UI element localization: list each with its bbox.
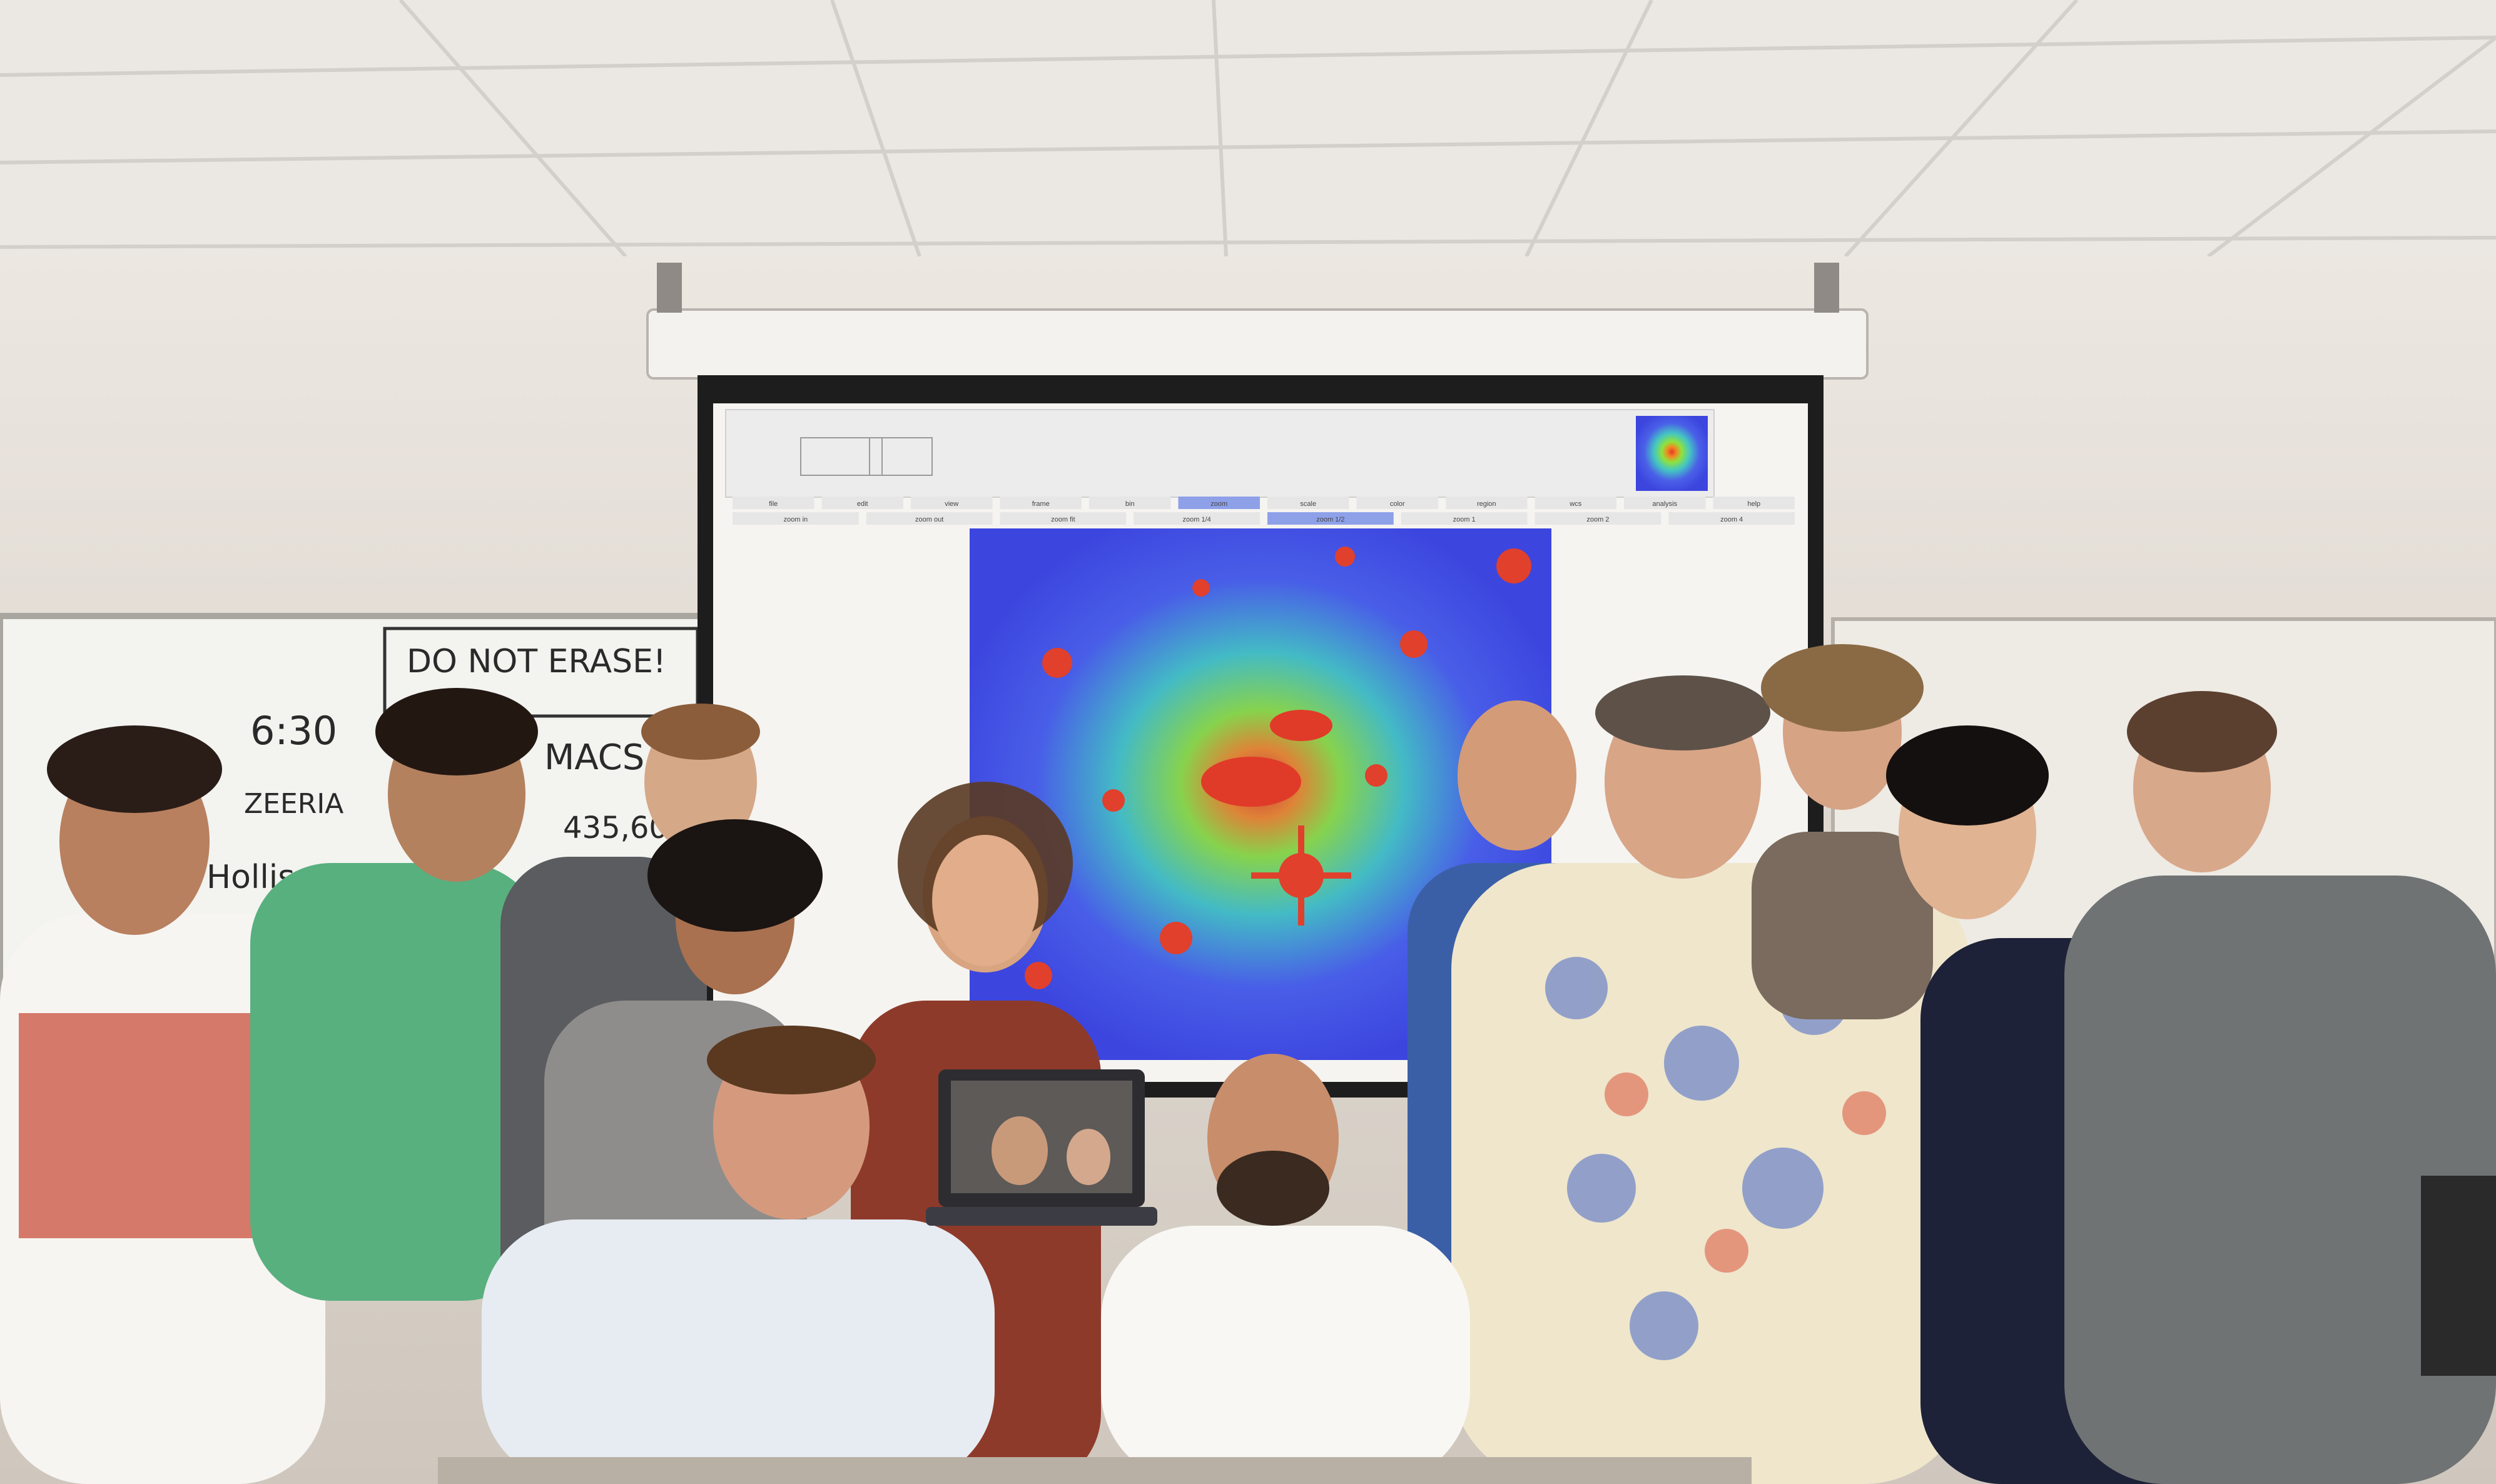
menu-item-1: edit xyxy=(857,500,868,508)
ceiling xyxy=(0,0,2496,258)
thumbnail-panner xyxy=(1636,416,1708,491)
zoom-button-bg-0 xyxy=(733,512,859,525)
zoom-button-bar: zoom in zoom out zoom fit zoom 1/4 zoom 1/2 z… xyxy=(733,512,1795,525)
menu-item-4: bin xyxy=(1125,500,1135,508)
zoom-button-0: zoom in xyxy=(784,516,808,523)
menu-item-2: view xyxy=(945,500,958,508)
menu-item-bg-4 xyxy=(1089,497,1171,509)
laptop xyxy=(926,1069,1157,1226)
person-12 xyxy=(1101,1054,1470,1484)
menu-item-bg-10 xyxy=(1624,497,1706,509)
menu-item-bg-11 xyxy=(1713,497,1795,509)
whiteboard-text-5: 435,60 xyxy=(563,810,668,845)
zoom-button-bg-6 xyxy=(1535,512,1661,525)
menu-item-bg-2 xyxy=(911,497,993,509)
group-of-people xyxy=(0,644,2496,1484)
person-2 xyxy=(250,688,544,1301)
menu-item-6: scale xyxy=(1300,500,1316,508)
menu-item-7: color xyxy=(1390,500,1405,508)
whiteboard-text-4: MACS xyxy=(544,737,644,778)
menu-item-bg-6 xyxy=(1267,497,1349,509)
whiteboard-text-2: 6:30 xyxy=(250,708,337,754)
person-11 xyxy=(482,1026,995,1484)
zoom-button-3: zoom 1/4 xyxy=(1183,516,1211,523)
menu-item-0: file xyxy=(769,500,778,508)
zoom-button-1: zoom out xyxy=(915,516,943,523)
zoom-button-6: zoom 2 xyxy=(1586,516,1609,523)
menu-item-10: analysis xyxy=(1652,500,1677,508)
menu-item-bg-5 xyxy=(1178,497,1260,509)
menu-bar: file edit view frame bin zoom scale color region… xyxy=(733,497,1795,509)
person-7 xyxy=(1451,675,1971,1484)
menu-item-bg-7 xyxy=(1356,497,1438,509)
zoom-button-7: zoom 4 xyxy=(1720,516,1743,523)
whiteboard-text-3: ZEERIA xyxy=(244,788,343,820)
zoom-button-bg-2 xyxy=(1000,512,1127,525)
table-edge xyxy=(438,1457,1752,1484)
zoom-button-bg-7 xyxy=(1668,512,1795,525)
chair xyxy=(2421,1176,2496,1376)
menu-item-3: frame xyxy=(1032,500,1050,508)
menu-item-bg-3 xyxy=(1000,497,1082,509)
person-1 xyxy=(0,725,325,1484)
menu-item-bg-1 xyxy=(821,497,903,509)
menu-item-8: region xyxy=(1477,500,1496,508)
zoom-button-bg-4 xyxy=(1267,512,1394,525)
person-10 xyxy=(2064,691,2496,1484)
zoom-button-2: zoom fit xyxy=(1051,516,1075,523)
person-8 xyxy=(1752,644,1933,1019)
zoom-button-bg-1 xyxy=(866,512,993,525)
menu-item-9: wcs xyxy=(1569,500,1581,508)
zoom-button-bg-3 xyxy=(1134,512,1260,525)
menu-item-bg-9 xyxy=(1535,497,1616,509)
menu-item-bg-8 xyxy=(1446,497,1528,509)
zoom-button-4: zoom 1/2 xyxy=(1316,516,1344,523)
zoom-button-bg-5 xyxy=(1401,512,1528,525)
menu-item-11: help xyxy=(1747,500,1760,508)
menu-item-5: zoom xyxy=(1210,500,1227,508)
whiteboard-text-1: DO NOT ERASE! xyxy=(407,643,666,680)
zoom-button-5: zoom 1 xyxy=(1453,516,1476,523)
menu-item-bg-0 xyxy=(733,497,814,509)
